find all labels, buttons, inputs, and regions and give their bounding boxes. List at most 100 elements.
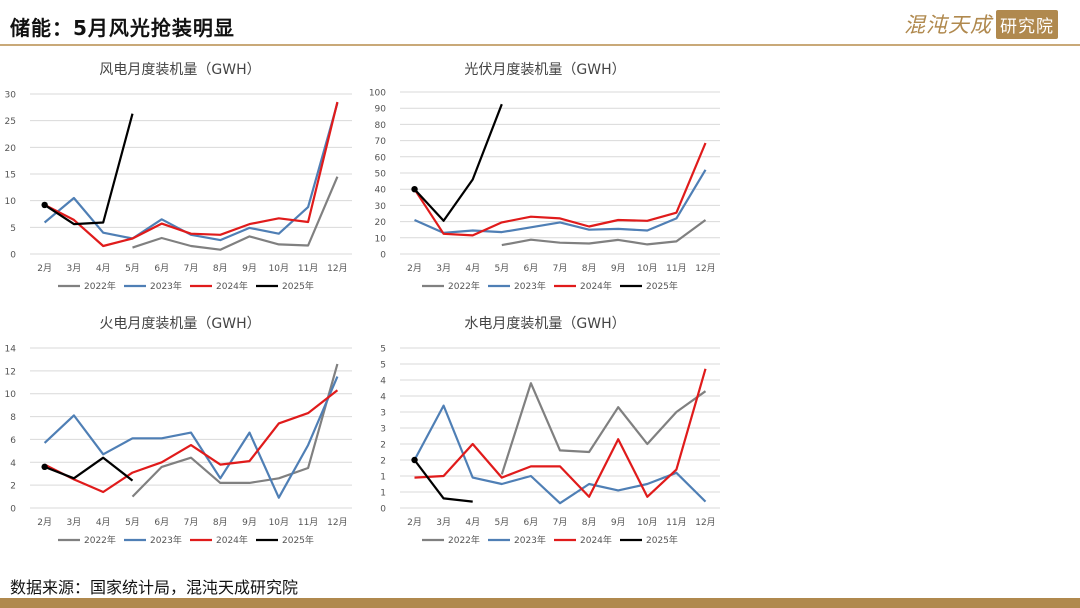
- series-line-2025年: [413, 459, 473, 503]
- x-tick-label: 6月: [154, 263, 169, 274]
- y-tick-label: 25: [5, 117, 16, 127]
- series-line-2023年: [413, 404, 707, 505]
- series-start-marker: [411, 186, 418, 193]
- y-tick-label: 30: [5, 91, 17, 101]
- legend-label: 2022年: [84, 534, 116, 546]
- series-line-2025年: [43, 113, 134, 226]
- wind-chart: 风电月度装机量（GWH） 0 5 10 15 20 25 30 2月 3月 4月 5月 6月 7月 8月 9月…: [5, 62, 352, 292]
- legend-label: 2024年: [216, 280, 248, 292]
- y-tick-label: 0: [380, 251, 386, 261]
- x-tick-label: 5月: [125, 263, 140, 274]
- series-line-2022年: [131, 363, 339, 498]
- x-tick-label: 9月: [611, 263, 626, 274]
- y-tick-label: 60: [375, 153, 387, 163]
- chart-title: 光伏月度装机量（GWH）: [464, 62, 625, 78]
- y-tick-label: 4: [380, 393, 386, 403]
- y-tick-label: 5: [10, 224, 16, 234]
- chart-title: 火电月度装机量（GWH）: [99, 316, 260, 332]
- legend-label: 2024年: [580, 280, 612, 292]
- legend-label: 2023年: [514, 534, 546, 546]
- x-tick-label: 4月: [96, 263, 111, 274]
- y-tick-label: 4: [10, 459, 16, 469]
- legend-label: 2023年: [150, 534, 182, 546]
- series-line-2022年: [501, 219, 707, 247]
- x-tick-label: 3月: [67, 263, 82, 274]
- x-tick-label: 5月: [494, 517, 509, 528]
- x-tick-label: 2月: [407, 263, 422, 274]
- legend-label: 2022年: [448, 534, 480, 546]
- x-tick-label: 11月: [298, 517, 318, 528]
- legend-label: 2024年: [580, 534, 612, 546]
- y-tick-label: 100: [369, 89, 386, 99]
- x-tick-label: 10月: [269, 517, 289, 528]
- legend-label: 2023年: [514, 280, 546, 292]
- series-line-2023年: [414, 169, 707, 234]
- data-source-note: 数据来源：国家统计局，混沌天成研究院: [10, 578, 299, 597]
- thermal-chart: 火电月度装机量（GWH） 0 2 4 6 8 10 12 14 2月 3月 4月 5月 6月 7月 8月 9月 1…: [5, 316, 352, 546]
- y-tick-label: 20: [5, 144, 17, 154]
- y-tick-label: 1: [380, 473, 386, 483]
- x-tick-label: 3月: [436, 517, 451, 528]
- x-tick-label: 11月: [298, 263, 318, 274]
- x-tick-label: 8月: [213, 517, 228, 528]
- header-divider: [0, 44, 1080, 46]
- series-start-marker: [411, 456, 418, 464]
- x-tick-label: 8月: [582, 263, 597, 274]
- y-tick-label: 8: [10, 413, 16, 423]
- series-line-2025年: [413, 103, 503, 222]
- y-tick-label: 30: [375, 202, 387, 212]
- series-line-2024年: [413, 142, 707, 237]
- x-tick-label: 7月: [553, 517, 568, 528]
- x-tick-label: 3月: [436, 263, 451, 274]
- y-tick-label: 3: [380, 409, 386, 419]
- y-tick-label: 10: [375, 234, 387, 244]
- header: 储能：5月风光抢装明显 混沌天成 研究院: [0, 0, 1080, 44]
- x-tick-label: 12月: [695, 263, 715, 274]
- footer-bar: [0, 598, 1080, 608]
- y-tick-label: 4: [380, 377, 386, 387]
- series-line-2022年: [132, 176, 339, 251]
- legend-label: 2025年: [282, 534, 314, 546]
- y-tick-label: 10: [5, 390, 17, 400]
- y-tick-label: 5: [380, 345, 386, 355]
- x-tick-label: 4月: [465, 517, 480, 528]
- y-tick-label: 12: [5, 367, 16, 377]
- x-tick-label: 10月: [637, 263, 657, 274]
- x-tick-label: 10月: [269, 263, 289, 274]
- x-tick-label: 9月: [611, 517, 626, 528]
- x-tick-label: 2月: [37, 263, 52, 274]
- legend-label: 2023年: [150, 280, 182, 292]
- series-line-2024年: [44, 101, 339, 248]
- hydro-chart: 水电月度装机量（GWH） 0 1 1 2 2 3 3 4 4 5 5 2月 3月 4月 5月 6月 7月 8月 9月 1…: [380, 316, 720, 546]
- series-line-2024年: [414, 368, 707, 498]
- y-tick-label: 70: [375, 137, 387, 147]
- chart-title: 风电月度装机量（GWH）: [99, 62, 260, 78]
- x-tick-label: 10月: [637, 517, 657, 528]
- y-tick-label: 50: [375, 170, 387, 180]
- logo-stamp: 研究院: [996, 9, 1058, 39]
- logo-text: 混沌天成: [904, 13, 992, 37]
- solar-chart: 光伏月度装机量（GWH） 0 10 20 30 40 50 60 70 80 90 100 2月 3月 4月…: [369, 62, 720, 292]
- x-tick-label: 5月: [125, 517, 140, 528]
- legend-label: 2024年: [216, 534, 248, 546]
- y-tick-label: 80: [375, 121, 387, 131]
- brand-logo: 混沌天成 研究院: [904, 9, 1058, 39]
- x-tick-label: 5月: [494, 263, 509, 274]
- y-tick-label: 0: [10, 505, 16, 515]
- series-start-marker: [41, 463, 48, 471]
- x-tick-label: 12月: [327, 263, 347, 274]
- x-tick-label: 6月: [524, 263, 539, 274]
- legend-label: 2022年: [84, 280, 116, 292]
- x-tick-label: 8月: [213, 263, 228, 274]
- y-tick-label: 15: [5, 171, 16, 181]
- x-tick-label: 7月: [184, 263, 199, 274]
- y-tick-label: 2: [380, 441, 386, 451]
- x-tick-label: 8月: [582, 517, 597, 528]
- series-line-2025年: [44, 456, 134, 482]
- y-tick-label: 10: [5, 197, 17, 207]
- y-tick-label: 90: [375, 105, 387, 115]
- y-tick-label: 20: [375, 218, 387, 228]
- page-title: 储能：5月风光抢装明显: [10, 16, 235, 40]
- x-tick-label: 7月: [184, 517, 199, 528]
- x-tick-label: 4月: [465, 263, 480, 274]
